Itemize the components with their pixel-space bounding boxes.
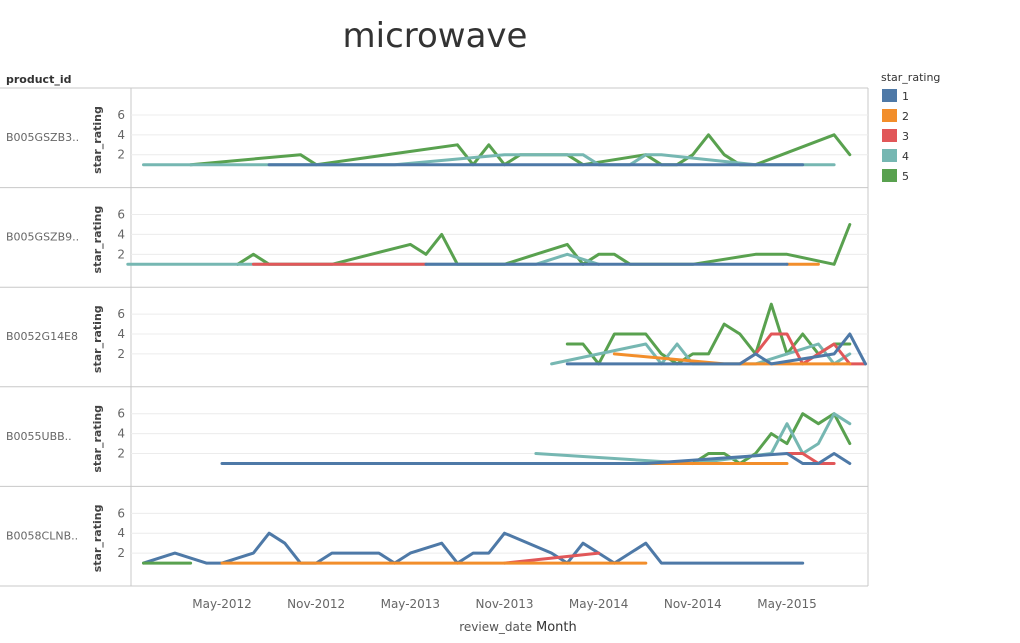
x-axis-label-unit: Month bbox=[536, 620, 577, 635]
legend-item-5: 5 bbox=[882, 169, 909, 183]
y-tick-label: 2 bbox=[117, 347, 125, 361]
panel-2: B005GSZB9.. star_rating 2 4 6 bbox=[0, 206, 868, 288]
legend-swatch bbox=[882, 89, 897, 102]
legend-title: star_rating bbox=[881, 71, 940, 84]
row-label: B0055UBB.. bbox=[6, 430, 72, 443]
legend-swatch bbox=[882, 149, 897, 162]
x-tick-label: May-2013 bbox=[381, 597, 440, 611]
row-header: product_id bbox=[6, 73, 71, 86]
x-tick-label: May-2012 bbox=[192, 597, 251, 611]
y-tick-label: 6 bbox=[117, 208, 125, 222]
y-tick-label: 2 bbox=[117, 447, 125, 461]
row-label: B005GSZB9.. bbox=[6, 231, 79, 244]
y-tick-label: 2 bbox=[117, 546, 125, 560]
legend-label: 2 bbox=[902, 110, 909, 123]
legend-item-3: 3 bbox=[882, 129, 909, 143]
legend-swatch bbox=[882, 169, 897, 182]
chart-title: microwave bbox=[343, 16, 528, 56]
y-tick-label: 2 bbox=[117, 148, 125, 162]
y-tick-label: 2 bbox=[117, 247, 125, 261]
y-tick-label: 4 bbox=[117, 427, 125, 441]
y-tick-label: 6 bbox=[117, 506, 125, 520]
panel-4: B0055UBB.. star_rating 2 4 6 bbox=[0, 405, 868, 487]
y-axis-label: star_rating bbox=[91, 106, 104, 174]
x-tick-label: Nov-2014 bbox=[664, 597, 722, 611]
y-axis-label: star_rating bbox=[91, 405, 104, 473]
y-tick-label: 6 bbox=[117, 307, 125, 321]
row-label: B005GSZB3.. bbox=[6, 131, 79, 144]
x-axis: May-2012 Nov-2012 May-2013 Nov-2013 May-2014… bbox=[192, 597, 816, 611]
x-tick-label: May-2014 bbox=[569, 597, 628, 611]
panel-5: B0058CLNB.. star_rating 2 4 6 bbox=[0, 505, 868, 587]
legend-item-4: 4 bbox=[882, 149, 909, 163]
x-tick-label: Nov-2013 bbox=[476, 597, 534, 611]
series-line-rating-1 bbox=[220, 452, 852, 465]
panel-1: B005GSZB3.. star_rating 2 4 6 bbox=[0, 106, 868, 189]
legend-label: 4 bbox=[902, 150, 909, 163]
legend-item-2: 2 bbox=[882, 109, 909, 123]
series-line-rating-5 bbox=[565, 302, 852, 366]
series-line-rating-1 bbox=[565, 332, 867, 366]
legend-swatch bbox=[882, 129, 897, 142]
y-tick-label: 4 bbox=[117, 327, 125, 341]
y-tick-label: 6 bbox=[117, 108, 125, 122]
y-tick-label: 4 bbox=[117, 227, 125, 241]
panels: B005GSZB3.. star_rating 2 4 6 B005GSZB9.. star… bbox=[0, 87, 869, 587]
legend-item-1: 1 bbox=[882, 89, 909, 103]
x-tick-label: May-2015 bbox=[757, 597, 816, 611]
legend-label: 1 bbox=[902, 90, 909, 103]
series-line-rating-4 bbox=[534, 412, 852, 465]
x-axis-label-prefix: review_date bbox=[459, 620, 532, 634]
y-axis-label: star_rating bbox=[91, 206, 104, 274]
row-label: B0052G14E8 bbox=[6, 330, 78, 343]
y-axis-label: star_rating bbox=[91, 305, 104, 373]
series-line-rating-1 bbox=[142, 531, 805, 565]
row-label: B0058CLNB.. bbox=[6, 529, 78, 542]
series-line-rating-5 bbox=[691, 412, 852, 465]
legend-label: 3 bbox=[902, 130, 909, 143]
series-line-rating-3 bbox=[503, 551, 601, 565]
y-axis-label: star_rating bbox=[91, 505, 104, 573]
series-line-rating-3 bbox=[785, 452, 836, 465]
series-line-rating-5 bbox=[236, 223, 852, 266]
y-tick-label: 4 bbox=[117, 526, 125, 540]
legend-label: 5 bbox=[902, 170, 909, 183]
x-tick-label: Nov-2012 bbox=[287, 597, 345, 611]
series-line-rating-5 bbox=[189, 133, 852, 167]
y-tick-label: 6 bbox=[117, 407, 125, 421]
legend: star_rating 1 2 3 4 5 bbox=[881, 71, 940, 183]
legend-swatch bbox=[882, 109, 897, 122]
y-tick-label: 4 bbox=[117, 128, 125, 142]
panel-3: B0052G14E8 star_rating 2 4 6 bbox=[0, 302, 868, 388]
